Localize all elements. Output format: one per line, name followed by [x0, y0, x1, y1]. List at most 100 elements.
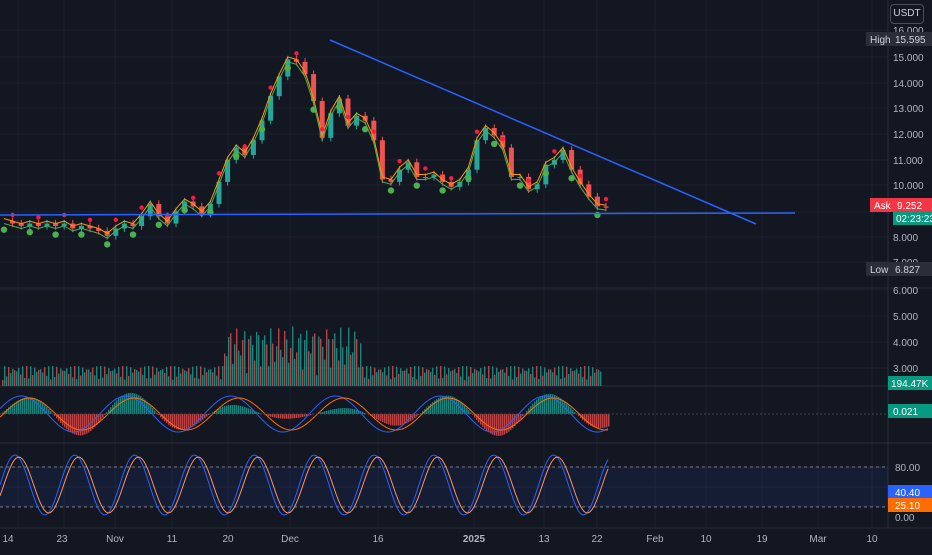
volume-bar [72, 377, 73, 386]
buy-signal-dot [362, 126, 368, 132]
volume-bar [366, 366, 367, 386]
volume-bar [588, 366, 589, 386]
macd-bar [186, 414, 188, 429]
volume-bar [284, 331, 285, 386]
volume-bar [10, 373, 11, 386]
volume-bar [36, 372, 37, 386]
macd-bar [414, 414, 416, 418]
volume-bar [86, 369, 87, 386]
buy-signal-dot [259, 126, 265, 132]
buy-signal-dot [517, 182, 523, 188]
time-axis-label: 11 [167, 534, 178, 545]
volume-bar [138, 372, 139, 386]
macd-bar [378, 414, 380, 420]
currency-button[interactable]: USDT [890, 4, 924, 24]
volume-bar [432, 368, 433, 386]
macd-bar [278, 414, 280, 418]
volume-bar [162, 369, 163, 386]
macd-bar [502, 414, 504, 435]
buy-signal-dot [156, 222, 162, 228]
volume-bar [404, 371, 405, 386]
time-axis-label: 13 [538, 534, 550, 545]
volume-bar [314, 333, 315, 386]
volume-bar [152, 366, 153, 386]
volume-bar [350, 355, 351, 386]
volume-bar [230, 333, 231, 386]
macd-bar [44, 405, 46, 414]
macd-bar [536, 400, 538, 414]
volume-bar [348, 328, 349, 386]
volume-bar [212, 372, 213, 386]
buy-signal-dot [285, 65, 291, 71]
signal-markers [1, 51, 608, 248]
volume-bar [512, 379, 513, 386]
buy-signal-dot [130, 231, 136, 237]
macd-bar [538, 398, 540, 414]
macd-bar [20, 399, 22, 414]
volume-bar [154, 375, 155, 386]
macd-bar [206, 414, 208, 417]
volume-bar [112, 370, 113, 386]
macd-bar [132, 393, 134, 414]
volume-bar [464, 380, 465, 386]
volume-bar [126, 366, 127, 386]
volume-bar [156, 368, 157, 386]
volume-bar [398, 374, 399, 386]
volume-bar [88, 370, 89, 386]
macd-bar [220, 408, 222, 414]
volume-bar [266, 344, 267, 386]
volume-bar [306, 330, 307, 386]
volume-bar [566, 367, 567, 386]
sell-signal-dot [243, 144, 247, 148]
volume-bar [192, 367, 193, 386]
macd-bar [72, 414, 74, 434]
volume-bar [94, 375, 95, 386]
price-tick-label: 14.000 [893, 79, 924, 90]
macd-bar [342, 408, 344, 414]
volume-last-value: 194.47K [891, 379, 929, 390]
volume-bar [392, 366, 393, 386]
low-value: 6.827 [895, 265, 920, 276]
volume-bar [428, 370, 429, 386]
macd-bar [390, 414, 392, 425]
sell-signal-dot [294, 51, 298, 55]
macd-bar [604, 414, 606, 428]
volume-bar [254, 361, 255, 386]
volume-bar [242, 340, 243, 386]
volume-bar [262, 340, 263, 386]
volume-bar [102, 378, 103, 386]
sell-signal-dot [449, 176, 453, 180]
macd-bar [84, 414, 86, 435]
buy-signal-dot [233, 153, 239, 159]
volume-bar [278, 328, 279, 386]
volume-bar [520, 374, 521, 386]
macd-bar [386, 414, 388, 424]
macd-bar [350, 409, 352, 414]
macd-bar [294, 414, 296, 418]
volume-bar [408, 374, 409, 386]
volume-bar [344, 365, 345, 386]
macd-bar [520, 414, 522, 419]
volume-bar [130, 367, 131, 386]
sell-signal-dot [526, 178, 530, 182]
volume-bar [548, 369, 549, 386]
price-tick-label: 11.000 [893, 156, 923, 167]
volume-bar [74, 366, 75, 386]
volume-bar [108, 368, 109, 386]
volume-bar [458, 367, 459, 386]
macd-bar [348, 408, 350, 414]
macd-bar [382, 414, 384, 422]
volume-bar [32, 375, 33, 386]
volume-bar [356, 339, 357, 386]
macd-bar [600, 414, 602, 428]
volume-bar [454, 369, 455, 386]
macd-bar [574, 412, 576, 414]
volume-bar [346, 346, 347, 386]
macd-bar [330, 410, 332, 414]
volume-bar [238, 351, 239, 386]
macd-bar [286, 414, 288, 419]
macd-bar [506, 414, 508, 433]
volume-bar [286, 339, 287, 386]
